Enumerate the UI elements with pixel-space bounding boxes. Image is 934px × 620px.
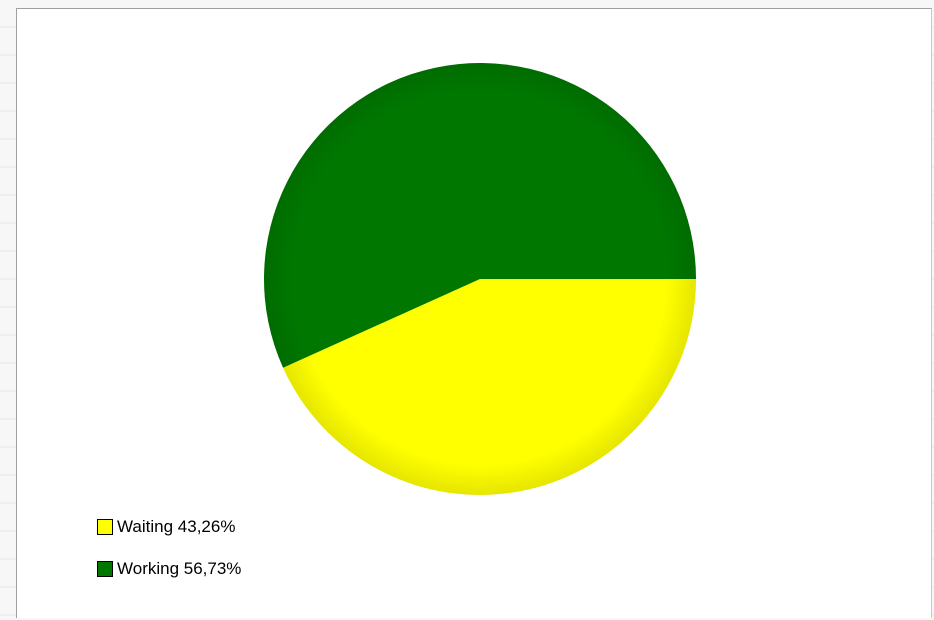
legend-item-waiting: Waiting 43,26% [97,516,241,538]
pie-chart [263,62,696,495]
legend: Waiting 43,26% Working 56,73% [97,516,241,600]
pie-edge-shading [264,63,696,495]
legend-label-waiting: Waiting 43,26% [117,517,236,536]
legend-item-working: Working 56,73% [97,558,241,580]
legend-swatch-waiting [97,519,113,535]
legend-label-working: Working 56,73% [117,559,242,578]
legend-swatch-working [97,561,113,577]
chart-panel: Waiting 43,26% Working 56,73% [16,8,932,618]
